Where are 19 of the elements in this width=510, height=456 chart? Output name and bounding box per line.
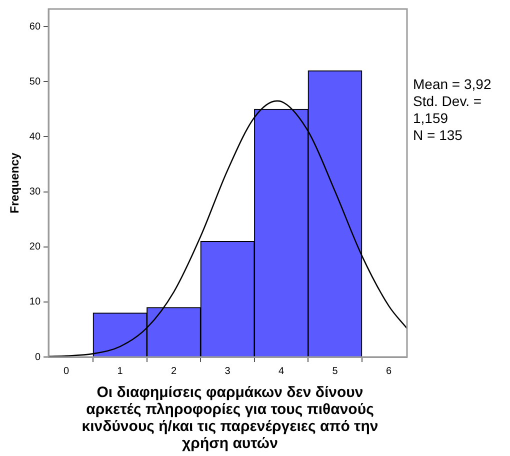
x-axis-title: Οι διαφημίσεις φαρμάκων δεν δίνουν αρκετές πληροφορίες για τους πιθανούς κινδύνους ή/και τις παρενέργειες από την χρήση αυτών xyxy=(80,384,380,452)
x-tick-label: 4 xyxy=(278,366,284,377)
y-tick-label: 20 xyxy=(29,242,41,253)
y-tick-label: 10 xyxy=(29,296,41,308)
y-tick-label: 50 xyxy=(29,76,41,88)
x-tick-label: 0 xyxy=(63,366,70,377)
y-tick-label: 60 xyxy=(29,21,41,32)
y-tick-label: 0 xyxy=(34,352,41,363)
y-tick-label: 40 xyxy=(29,131,41,142)
x-tick-label: 6 xyxy=(386,366,392,377)
x-tick-label: 2 xyxy=(170,366,177,377)
x-tick-label: 3 xyxy=(224,366,231,377)
text: N = 135 xyxy=(413,127,464,144)
x-tick-label: 1 xyxy=(117,366,124,377)
y-tick-label: 30 xyxy=(29,186,41,198)
y-axis-title: Frequency xyxy=(8,152,22,214)
text: Std. Dev. = 1,159 xyxy=(413,93,483,127)
text: Mean = 3,92 xyxy=(413,76,492,93)
x-tick-label: 5 xyxy=(332,366,338,377)
